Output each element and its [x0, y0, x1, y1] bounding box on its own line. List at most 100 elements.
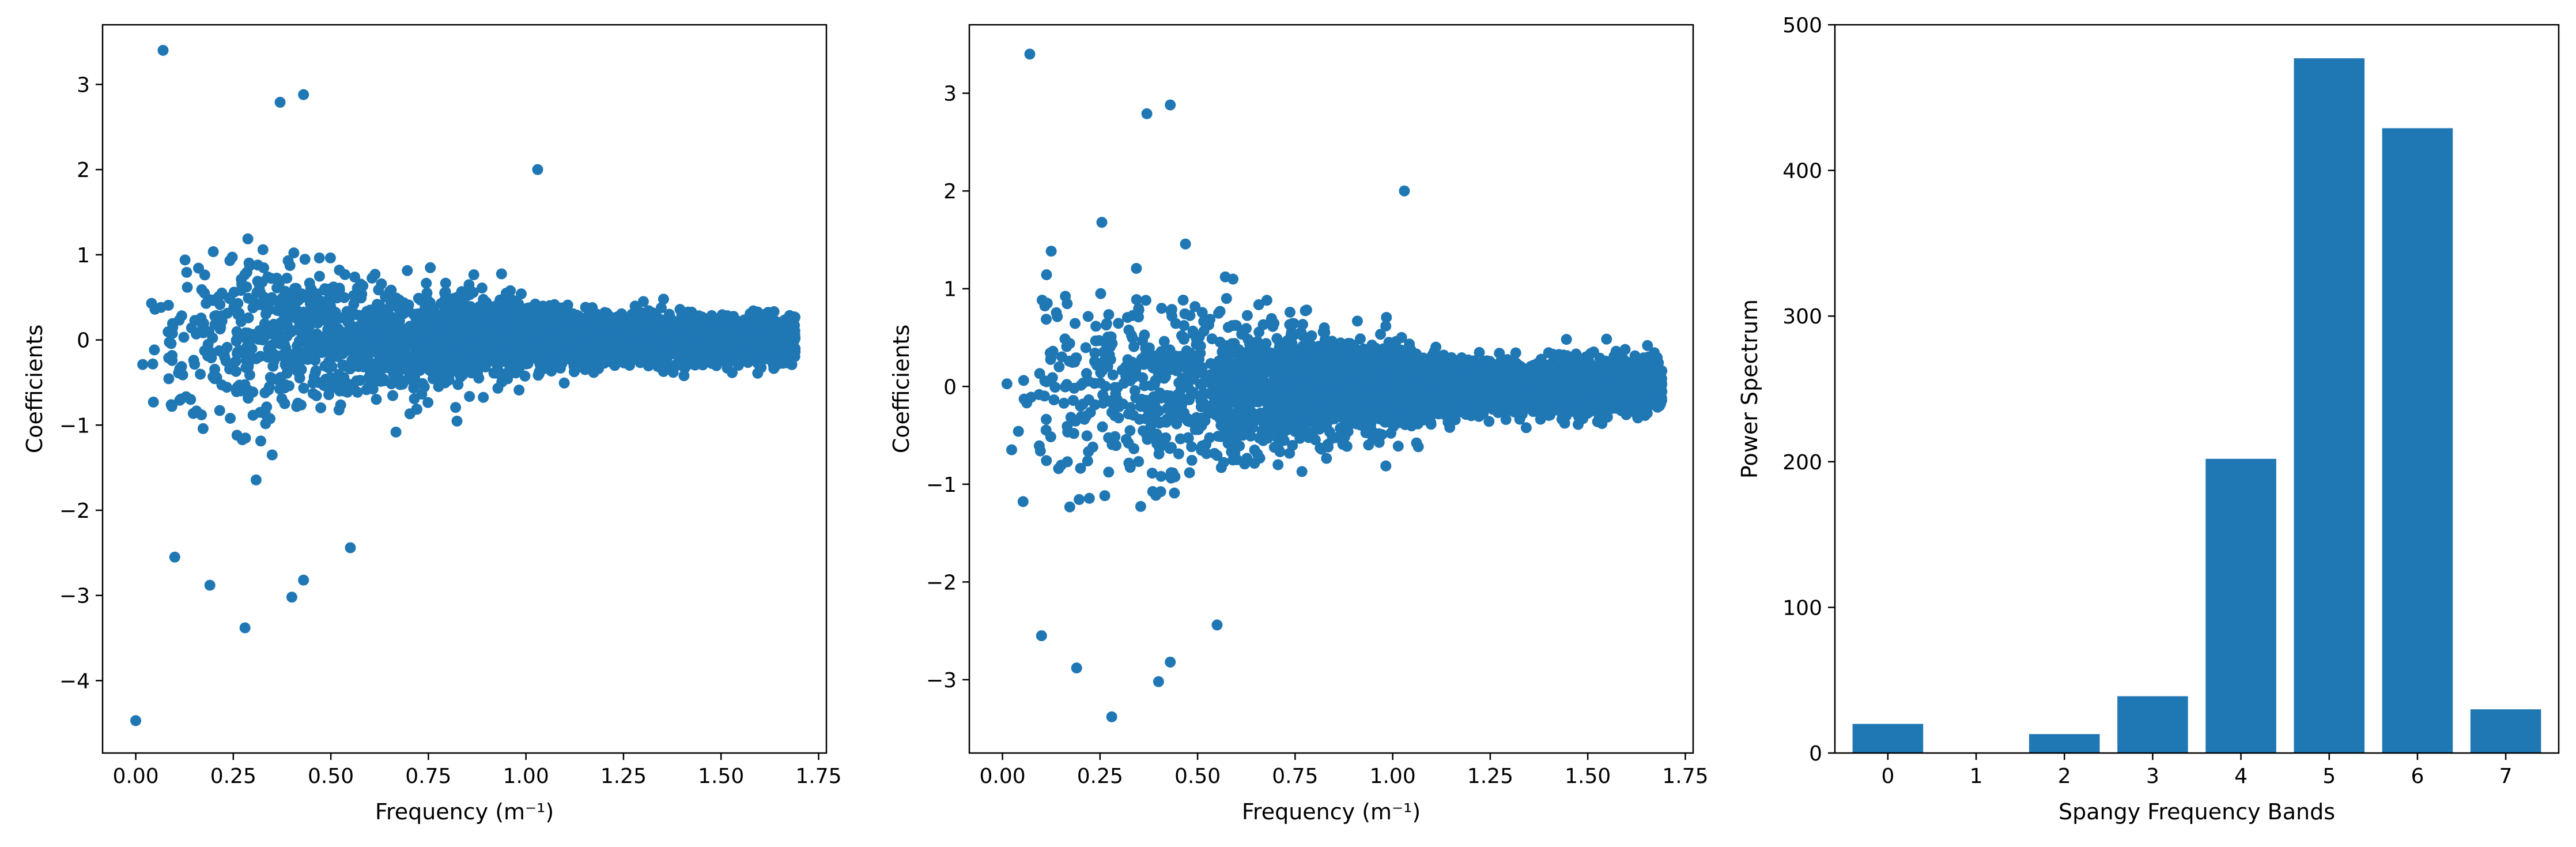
scatter-point: [323, 356, 335, 367]
scatter-point: [766, 324, 777, 336]
x-tick-label: 1.50: [698, 765, 744, 788]
scatter-point: [279, 398, 290, 409]
scatter-point: [689, 359, 701, 371]
scatter-point: [179, 254, 191, 266]
scatter-point: [367, 272, 378, 284]
scatter-point: [286, 357, 297, 369]
scatter-point: [232, 309, 244, 321]
scatter-point: [745, 348, 757, 359]
scatter-point: [618, 357, 630, 368]
scatter-point: [210, 293, 221, 305]
scatter-point: [464, 391, 475, 402]
scatter-point: [558, 377, 570, 389]
y-tick-label: −1: [59, 414, 90, 438]
scatter-point: [591, 311, 602, 323]
scatter-point: [459, 302, 471, 314]
scatter-point: [422, 397, 434, 408]
scatter-point: [387, 390, 398, 401]
scatter-point: [378, 315, 390, 327]
scatter-point: [240, 432, 251, 444]
scatter-point: [313, 270, 325, 282]
scatter-point: [450, 402, 462, 413]
scatter-point: [178, 332, 190, 343]
scatter-point: [197, 423, 209, 434]
scatter-point: [754, 362, 766, 373]
scatter-point: [374, 300, 386, 311]
scatter-point: [263, 385, 274, 396]
scatter-point: [722, 323, 734, 335]
scatter-point: [307, 388, 319, 400]
scatter-point: [271, 282, 283, 293]
x-tick-label: 0.75: [405, 765, 451, 788]
scatter-point: [778, 327, 790, 339]
scatter-point: [513, 385, 525, 396]
scatter-point: [678, 370, 690, 382]
scatter-point: [284, 295, 295, 306]
scatter-point: [723, 339, 734, 351]
x-tick-label: 0.50: [308, 765, 354, 788]
scatter-point: [660, 355, 671, 367]
scatter-point: [214, 405, 225, 416]
scatter-point: [488, 348, 499, 359]
scatter-point: [319, 380, 331, 391]
scatter-point: [335, 399, 346, 411]
scatter-point: [298, 89, 309, 100]
scatter-point: [147, 358, 158, 370]
scatter-point: [609, 329, 621, 340]
scatter-point: [450, 304, 460, 315]
scatter-point: [274, 96, 286, 108]
x-tick-label: 1.00: [503, 765, 549, 788]
scatter-point: [609, 352, 620, 363]
scatter-point: [265, 413, 275, 424]
scatter-point: [146, 298, 157, 309]
scatter-point: [304, 277, 315, 289]
scatter-point: [286, 592, 297, 603]
scatter-point: [155, 302, 167, 313]
scatter-point: [271, 273, 282, 284]
scatter-point: [239, 622, 251, 634]
y-tick-label: 2: [77, 159, 90, 182]
scatter-point: [402, 265, 413, 276]
scatter-point: [420, 309, 432, 321]
scatter-point: [682, 318, 693, 329]
scatter-point: [166, 401, 177, 412]
scatter-point: [693, 310, 705, 322]
y-tick-label: −4: [59, 669, 90, 693]
scatter-point: [232, 347, 243, 358]
scatter-point: [403, 338, 415, 349]
scatter-point: [437, 372, 449, 383]
scatter-point: [191, 328, 202, 340]
y-tick-label: 1: [77, 244, 90, 268]
scatter-point: [289, 283, 300, 294]
scatter-point: [340, 361, 352, 372]
scatter-point: [175, 393, 187, 405]
scatter-point: [251, 287, 263, 298]
scatter-point: [545, 363, 557, 374]
scatter-point: [207, 246, 219, 257]
scatter-point: [167, 322, 179, 333]
scatter-point: [361, 334, 372, 345]
scatter-point: [440, 277, 451, 289]
x-tick-label: 0.25: [210, 765, 256, 788]
scatter-point: [299, 291, 310, 302]
scatter-point: [1561, 334, 1572, 345]
scatter-point: [736, 334, 748, 346]
scatter-point: [163, 352, 175, 364]
scatter-point: [309, 336, 321, 347]
scatter-point: [199, 287, 210, 299]
scatter-point: [187, 408, 199, 419]
scatter-point: [496, 377, 508, 387]
scatter-point: [468, 269, 479, 280]
scatter-point: [298, 574, 309, 586]
scatter-point: [386, 289, 396, 300]
scatter-point: [218, 347, 230, 358]
scatter-point: [371, 394, 382, 405]
scatter-point: [169, 551, 180, 563]
y-tick-label: 3: [77, 73, 90, 97]
scatter-point: [250, 474, 262, 485]
scatter-point: [292, 340, 303, 352]
scatter-point: [324, 307, 335, 318]
scatter-point: [459, 359, 471, 371]
scatter-point: [627, 314, 639, 326]
